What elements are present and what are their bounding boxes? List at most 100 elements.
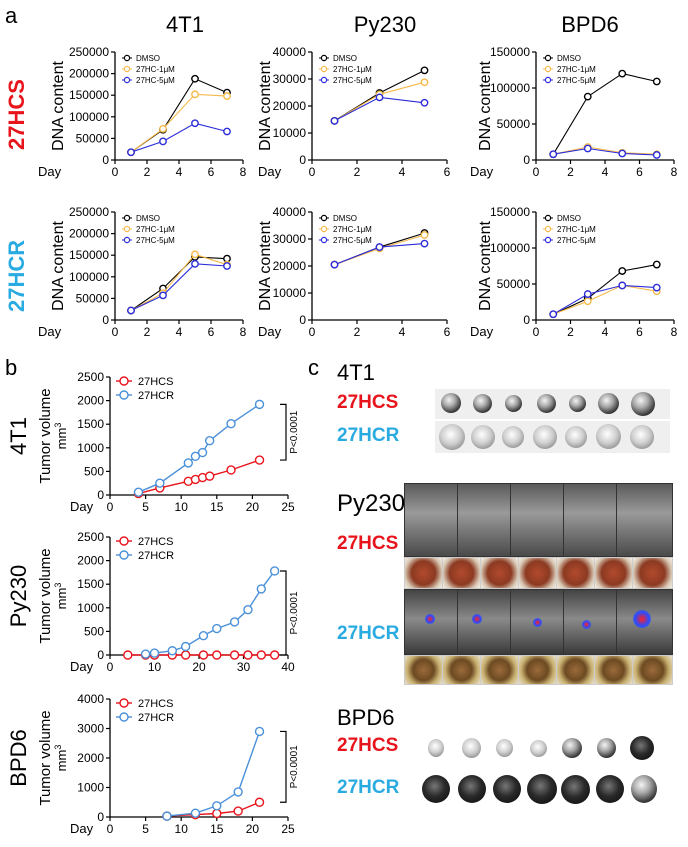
- data-point: [420, 239, 429, 248]
- x-tick-label: 4: [602, 165, 609, 179]
- x-tick-label: 6: [208, 165, 215, 179]
- y-tick-label: 0: [102, 313, 109, 327]
- data-point: [159, 137, 167, 146]
- legend-marker: [544, 54, 552, 62]
- x-tick-label: 40: [281, 660, 295, 674]
- col-title-4t1: 4T1: [166, 12, 204, 37]
- data-point: [183, 458, 194, 468]
- y-axis-label: DNA content: [257, 221, 274, 311]
- lung-photo: [480, 557, 519, 589]
- legend-marker: [123, 225, 131, 233]
- data-point: [133, 487, 144, 497]
- x-tick-label: 4: [176, 165, 183, 179]
- x-tick-label: 2: [144, 165, 151, 179]
- y-tick-label: 50000: [76, 131, 110, 145]
- series-line: [553, 264, 657, 315]
- data-point: [243, 650, 253, 660]
- legend-marker: [320, 236, 328, 244]
- data-point: [212, 650, 222, 660]
- data-point: [375, 93, 384, 102]
- y-tick-label: 0: [299, 313, 306, 327]
- data-point: [226, 419, 236, 429]
- legend-marker: [544, 65, 552, 73]
- y-tick-label: 1000: [77, 601, 104, 615]
- legend-label: DMSO: [557, 54, 581, 63]
- x-axis-label: Day: [38, 324, 62, 339]
- legend: DMSO 27HC-1μM 27HC-5μM: [543, 54, 596, 85]
- lung-photo: [518, 557, 557, 589]
- legend-marker: [320, 214, 328, 222]
- data-point: [256, 584, 266, 594]
- x-tick-label: 0: [107, 660, 114, 674]
- y-axis-label: Tumor volume: [37, 710, 54, 805]
- y-tick-label: 50000: [497, 117, 531, 131]
- lung-nodule: [569, 395, 586, 412]
- significance-bracket: P<0.0001: [280, 730, 300, 803]
- x-tick-label: 6: [444, 165, 451, 179]
- legend-marker: [544, 236, 552, 244]
- x-tick-label: 25: [281, 822, 295, 836]
- legend-marker: [544, 225, 552, 233]
- x-tick-label: 2: [354, 325, 361, 339]
- x-axis-label: Day: [258, 324, 282, 339]
- x-tick-label: 0: [112, 165, 119, 179]
- x-tick-label: 4: [399, 165, 406, 179]
- y-tick-label: 1500: [77, 577, 104, 591]
- data-point: [198, 630, 209, 641]
- legend-label: 27HCS: [138, 698, 173, 710]
- legend-label: 27HC-1μM: [136, 65, 175, 74]
- lung-nodule: [530, 740, 547, 757]
- panel-letter-b: b: [5, 355, 18, 380]
- legend-marker: [320, 225, 328, 233]
- photo-bpd6-27hcs: [420, 735, 672, 763]
- row-label-27hcs: 27HCS: [4, 79, 29, 150]
- lung-photo: [442, 557, 481, 589]
- y-axis-label: DNA content: [477, 221, 494, 311]
- photo-bpd6-27hcr: [420, 772, 672, 806]
- lung-nodule: [502, 426, 524, 448]
- data-point: [197, 447, 208, 458]
- x-tick-label: 6: [636, 165, 643, 179]
- legend-marker: [123, 65, 131, 73]
- data-point: [190, 451, 201, 461]
- p-value: P<0.0001: [289, 410, 300, 454]
- data-point: [212, 623, 222, 634]
- data-point: [583, 297, 592, 306]
- y-tick-label: 2500: [77, 370, 104, 384]
- legend-label: 27HC-5μM: [333, 236, 372, 245]
- x-tick-label: 6: [444, 325, 451, 339]
- data-point: [212, 801, 222, 811]
- bioluminescence-image: [404, 589, 458, 655]
- x-tick-label: 5: [142, 500, 149, 514]
- lung-photo: [404, 557, 443, 589]
- legend: DMSO 27HC-1μM 27HC-5μM: [122, 54, 175, 85]
- y-tick-label: 0: [523, 153, 530, 167]
- legend-marker: [119, 698, 129, 708]
- y-tick-label: 150000: [69, 88, 109, 102]
- lung-photo: [556, 557, 595, 589]
- series-line: [130, 256, 228, 311]
- lung-photo: [518, 655, 557, 685]
- data-point: [420, 98, 429, 107]
- series-line: [553, 146, 657, 155]
- data-point: [191, 90, 199, 99]
- data-point: [254, 797, 265, 807]
- x-tick-label: 2: [354, 165, 361, 179]
- x-tick-label: 0: [533, 165, 540, 179]
- bracket-line: [280, 730, 287, 803]
- legend-label: DMSO: [136, 54, 160, 63]
- x-tick-label: 25: [281, 500, 295, 514]
- y-tick-label: 30000: [273, 72, 307, 86]
- data-point: [420, 66, 429, 75]
- chart-b-4t1: 0 500 1000 1500 2000 2500 0 5 10 15 20 25 Day 4T1 Tumo…: [6, 370, 300, 514]
- y-tick-label: 2000: [77, 554, 104, 568]
- data-point: [256, 650, 266, 660]
- legend-marker: [544, 214, 552, 222]
- data-point: [212, 808, 222, 819]
- x-tick-label: 0: [309, 325, 316, 339]
- lung-nodule: [630, 425, 654, 449]
- x-tick-label: 0: [309, 165, 316, 179]
- x-axis-label: Day: [70, 499, 94, 514]
- lung-nodule: [428, 739, 444, 757]
- p-value: P<0.0001: [289, 745, 300, 789]
